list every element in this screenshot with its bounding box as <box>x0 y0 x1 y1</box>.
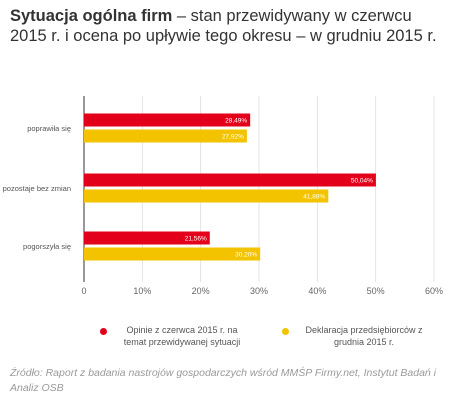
x-tick-label: 0 <box>81 286 86 296</box>
bar-june <box>84 173 376 187</box>
value-label: 30,20% <box>235 252 257 259</box>
source-note: Źródło: Raport z badania nastrojów gospo… <box>10 367 437 394</box>
category-label: pogorszyła się <box>23 242 71 251</box>
bar-december <box>84 189 329 203</box>
category-label: pozostaje bez zmian <box>3 184 71 193</box>
x-tick-label: 50% <box>367 286 385 296</box>
chart-title-rest: – stan przewidywany w czerwcu 2015 r. i … <box>10 7 437 45</box>
legend-item-december: Deklaracja przedsiębiorców z grudnia 201… <box>282 324 429 348</box>
bar-december <box>84 247 261 261</box>
chart-bars <box>84 113 376 261</box>
legend-dot-yellow <box>282 328 289 335</box>
chart-category-labels: poprawiła się pozostaje bez zmian pogorszy… <box>3 124 71 251</box>
legend-label-december: Deklaracja przedsiębiorców z grudnia 201… <box>305 325 423 347</box>
chart-value-labels: 28,49% 27,92% 50,04% 41,88% 21,56% 30,20% <box>185 118 373 259</box>
chart-legend: Opinie z czerwca 2015 r. na temat przewi… <box>0 324 450 358</box>
legend-item-june: Opinie z czerwca 2015 r. na temat przewi… <box>100 324 247 348</box>
x-tick-label: 30% <box>250 286 268 296</box>
value-label: 50,04% <box>351 178 373 185</box>
chart-tick-labels: 0 10% 20% 30% 40% 50% 60% <box>81 286 443 296</box>
x-tick-label: 10% <box>133 286 151 296</box>
bar-chart: 28,49% 27,92% 50,04% 41,88% 21,56% 30,20% pop… <box>3 96 443 296</box>
bar-june <box>84 231 210 245</box>
value-label: 41,88% <box>303 194 325 201</box>
legend-dot-red <box>100 328 107 335</box>
chart-title-bold: Sytuacja ogólna firm <box>10 7 173 25</box>
x-tick-label: 40% <box>308 286 326 296</box>
value-label: 28,49% <box>225 118 247 125</box>
chart-title: Sytuacja ogólna firm – stan przewidywany… <box>10 6 442 46</box>
x-tick-label: 60% <box>425 286 443 296</box>
bar-december <box>84 129 247 143</box>
category-label: poprawiła się <box>27 124 71 133</box>
legend-label-june: Opinie z czerwca 2015 r. na temat przewi… <box>123 325 241 347</box>
value-label: 27,92% <box>222 134 244 141</box>
bar-june <box>84 113 251 127</box>
value-label: 21,56% <box>185 236 207 243</box>
x-tick-label: 20% <box>192 286 210 296</box>
